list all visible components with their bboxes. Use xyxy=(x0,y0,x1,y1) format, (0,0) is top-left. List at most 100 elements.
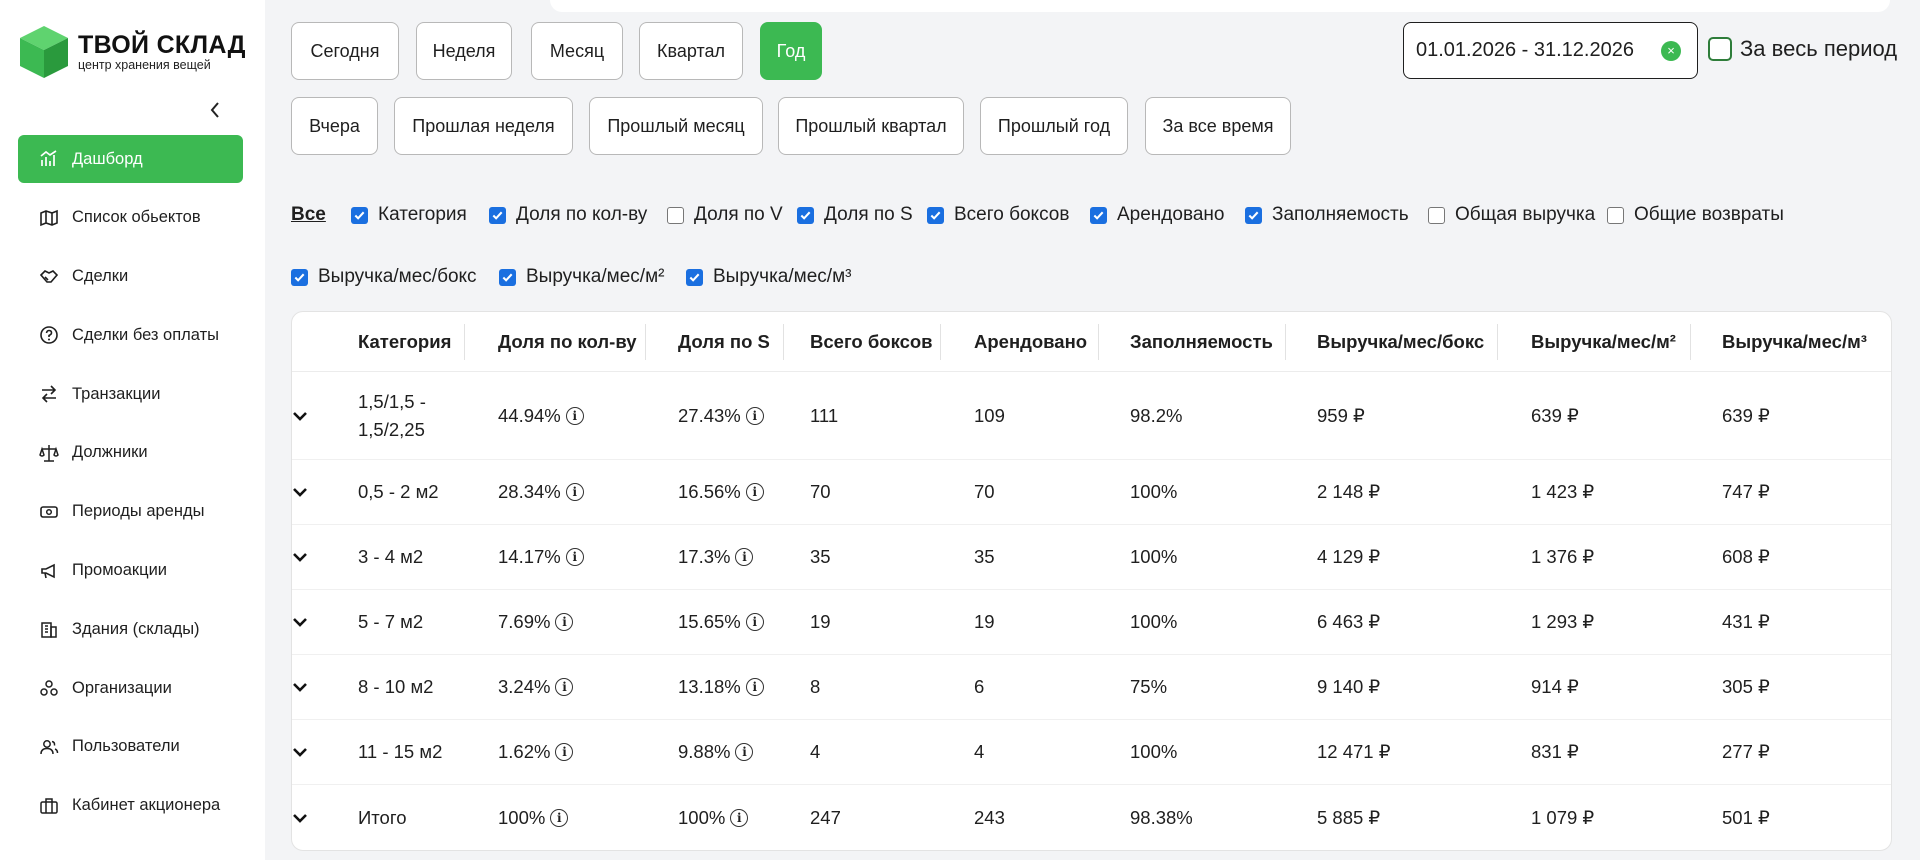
expand-row-chevron-icon[interactable] xyxy=(292,460,308,524)
period-button-row2-0[interactable]: Вчера xyxy=(291,97,378,155)
collapse-sidebar-button[interactable] xyxy=(205,98,225,122)
table-row[interactable]: 11 - 15 м2 1.62% i 9.88% i 4 4 100% 12 471 ₽831 … xyxy=(292,720,1891,785)
table-cell-0: 5 - 7 м2 xyxy=(358,590,423,654)
sidebar-nav: Дашборд Список обьектов Сделки Сделки без о… xyxy=(18,135,243,841)
table-cell-0: 8 - 10 м2 xyxy=(358,655,433,719)
sidebar-item-1[interactable]: Список обьектов xyxy=(18,194,243,242)
period-button-row2-4[interactable]: Прошлый год xyxy=(980,97,1128,155)
info-icon[interactable]: i xyxy=(565,483,584,501)
table-cell-3: 4 xyxy=(810,720,820,784)
info-icon[interactable]: i xyxy=(730,808,749,827)
column-filter-11[interactable]: Выручка/мес/м³ xyxy=(686,266,851,288)
table-row[interactable]: 1,5/1,5 - 1,5/2,25 44.94% i 27.43% i 111 109 98… xyxy=(292,372,1891,460)
period-button-row1-1[interactable]: Неделя xyxy=(416,22,512,80)
column-header-7[interactable]: Выручка/мес/м² xyxy=(1531,331,1676,352)
period-button-row2-1[interactable]: Прошлая неделя xyxy=(394,97,573,155)
sidebar-item-6[interactable]: Периоды аренды xyxy=(18,488,243,536)
logo[interactable]: ТВОЙ СКЛАД центр хранения вещей xyxy=(18,24,246,80)
period-button-row1-4[interactable]: Год xyxy=(760,22,822,80)
all-period-label: За весь период xyxy=(1740,36,1898,61)
cell-value: 12 471 ₽ xyxy=(1317,741,1391,762)
table-cell-3: 8 xyxy=(810,655,820,719)
period-button-row1-2[interactable]: Месяц xyxy=(531,22,623,80)
all-period-checkbox[interactable]: За весь период xyxy=(1708,36,1897,62)
column-filter-9[interactable]: Выручка/мес/бокс xyxy=(291,266,477,288)
column-header-0[interactable]: Категория xyxy=(358,331,452,352)
column-header-5[interactable]: Заполняемость xyxy=(1130,331,1273,352)
info-icon[interactable]: i xyxy=(555,613,574,631)
table-row[interactable]: 3 - 4 м2 14.17% i 17.3% i 35 35 100% 4 129 ₽1 37… xyxy=(292,525,1891,590)
column-filter-4[interactable]: Всего боксов xyxy=(927,204,1069,226)
date-range-input[interactable]: 01.01.2026 - 31.12.2026 × xyxy=(1403,22,1698,79)
period-button-row1-0[interactable]: Сегодня xyxy=(291,22,399,80)
table-cell-2: 16.56% i xyxy=(678,460,764,524)
column-header-3[interactable]: Всего боксов xyxy=(810,331,933,352)
expand-row-chevron-icon[interactable] xyxy=(292,655,308,719)
column-filter-0[interactable]: Категория xyxy=(351,204,467,226)
column-header-2[interactable]: Доля по S xyxy=(678,331,770,352)
table-row[interactable]: Итого 100% i 100% i 247 243 98.38% 5 885 ₽1 079 … xyxy=(292,785,1891,850)
checkbox-icon xyxy=(489,206,506,224)
expand-row-chevron-icon[interactable] xyxy=(292,372,308,459)
table-cell-7: 1 293 ₽ xyxy=(1531,590,1594,654)
expand-row-chevron-icon[interactable] xyxy=(292,525,308,589)
cell-value: 44.94% xyxy=(498,404,561,426)
info-icon[interactable]: i xyxy=(555,678,574,696)
info-icon[interactable]: i xyxy=(745,483,764,501)
info-icon[interactable]: i xyxy=(735,548,754,566)
sidebar-item-10[interactable]: Пользователи xyxy=(18,723,243,771)
sidebar-item-label: Сделки без оплаты xyxy=(72,325,220,344)
column-filter-10[interactable]: Выручка/мес/м² xyxy=(499,266,664,288)
table-row[interactable]: 0,5 - 2 м2 28.34% i 16.56% i 70 70 100% 2 148 ₽1… xyxy=(292,460,1891,525)
cell-value: 5 885 ₽ xyxy=(1317,806,1381,828)
cell-value: 13.18% xyxy=(678,676,741,697)
column-header-8[interactable]: Выручка/мес/м³ xyxy=(1722,331,1867,352)
clear-date-icon[interactable]: × xyxy=(1661,41,1681,61)
column-filter-6[interactable]: Заполняемость xyxy=(1245,204,1409,226)
column-header-1[interactable]: Доля по кол-ву xyxy=(498,331,637,352)
column-filter-5[interactable]: Арендовано xyxy=(1090,204,1224,226)
period-button-row2-2[interactable]: Прошлый месяц xyxy=(589,97,763,155)
sidebar-item-0[interactable]: Дашборд xyxy=(18,135,243,183)
info-icon[interactable]: i xyxy=(565,406,584,425)
column-header-6[interactable]: Выручка/мес/бокс xyxy=(1317,331,1485,352)
column-separator xyxy=(1098,324,1099,360)
table-row[interactable]: 8 - 10 м2 3.24% i 13.18% i 8 6 75% 9 140 ₽914 ₽3… xyxy=(292,655,1891,720)
sidebar-item-11[interactable]: Кабинет акционера xyxy=(18,782,243,830)
column-filter-2[interactable]: Доля по V xyxy=(667,204,783,226)
info-icon[interactable]: i xyxy=(565,548,584,566)
sidebar-item-2[interactable]: Сделки xyxy=(18,253,243,301)
sidebar-item-7[interactable]: Промоакции xyxy=(18,547,243,595)
info-icon[interactable]: i xyxy=(745,678,764,696)
sidebar-item-8[interactable]: Здания (склады) xyxy=(18,605,243,653)
period-button-row2-5[interactable]: За все время xyxy=(1145,97,1291,155)
period-button-row1-3[interactable]: Квартал xyxy=(639,22,743,80)
expand-row-chevron-icon[interactable] xyxy=(292,590,308,654)
info-icon[interactable]: i xyxy=(745,406,764,425)
info-icon[interactable]: i xyxy=(550,808,569,827)
info-icon[interactable]: i xyxy=(555,743,574,761)
table-cell-7: 914 ₽ xyxy=(1531,655,1579,719)
sidebar-item-5[interactable]: Должники xyxy=(18,429,243,477)
column-filter-8[interactable]: Общие возвраты xyxy=(1607,204,1784,226)
table-cell-1: 7.69% i xyxy=(498,590,574,654)
sidebar-item-3[interactable]: Сделки без оплаты xyxy=(18,311,243,359)
period-button-row2-3[interactable]: Прошлый квартал xyxy=(778,97,964,155)
table-row[interactable]: 5 - 7 м2 7.69% i 15.65% i 19 19 100% 6 463 ₽1 29… xyxy=(292,590,1891,655)
table-cell-6: 6 463 ₽ xyxy=(1317,590,1380,654)
column-filter-1[interactable]: Доля по кол-ву xyxy=(489,204,647,226)
checkbox-icon xyxy=(797,206,814,224)
info-icon[interactable]: i xyxy=(735,743,754,761)
info-icon[interactable]: i xyxy=(745,613,764,631)
expand-row-chevron-icon[interactable] xyxy=(292,785,308,850)
table-cell-8: 639 ₽ xyxy=(1722,372,1770,459)
column-filter-3[interactable]: Доля по S xyxy=(797,204,913,226)
select-all-link[interactable]: Все xyxy=(291,204,326,225)
column-header-4[interactable]: Арендовано xyxy=(974,331,1088,352)
sidebar-item-9[interactable]: Организации xyxy=(18,664,243,712)
cell-value: 277 ₽ xyxy=(1722,741,1770,762)
column-filter-7[interactable]: Общая выручка xyxy=(1428,204,1595,226)
expand-row-chevron-icon[interactable] xyxy=(292,720,308,784)
sidebar-item-4[interactable]: Транзакции xyxy=(18,370,243,418)
cell-value: 28.34% xyxy=(498,481,561,502)
